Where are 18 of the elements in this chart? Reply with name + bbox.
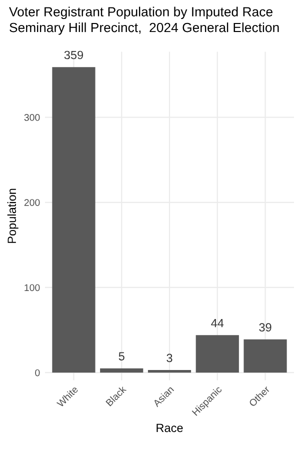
y-tick-label: 100 (24, 284, 40, 292)
y-axis-title: Population (7, 188, 18, 243)
y-tick-label: 200 (24, 199, 40, 206)
data-label: 3 (166, 354, 172, 362)
chart-subtitle: Seminary Hill Precinct, 2024 General Election (10, 22, 279, 35)
data-label: 44 (211, 319, 224, 328)
data-label: 39 (259, 323, 272, 332)
y-tick-label: 0 (35, 369, 40, 376)
chart-title: Voter Registrant Population by Imputed Race (9, 6, 272, 20)
bar (148, 370, 192, 373)
bar (244, 339, 287, 373)
y-tick-label: 300 (24, 114, 40, 121)
data-label: 359 (64, 50, 84, 60)
x-axis-title: Race (156, 424, 183, 432)
bar (52, 67, 96, 373)
bar (196, 335, 239, 373)
data-label: 5 (118, 352, 124, 360)
bar (100, 368, 144, 373)
